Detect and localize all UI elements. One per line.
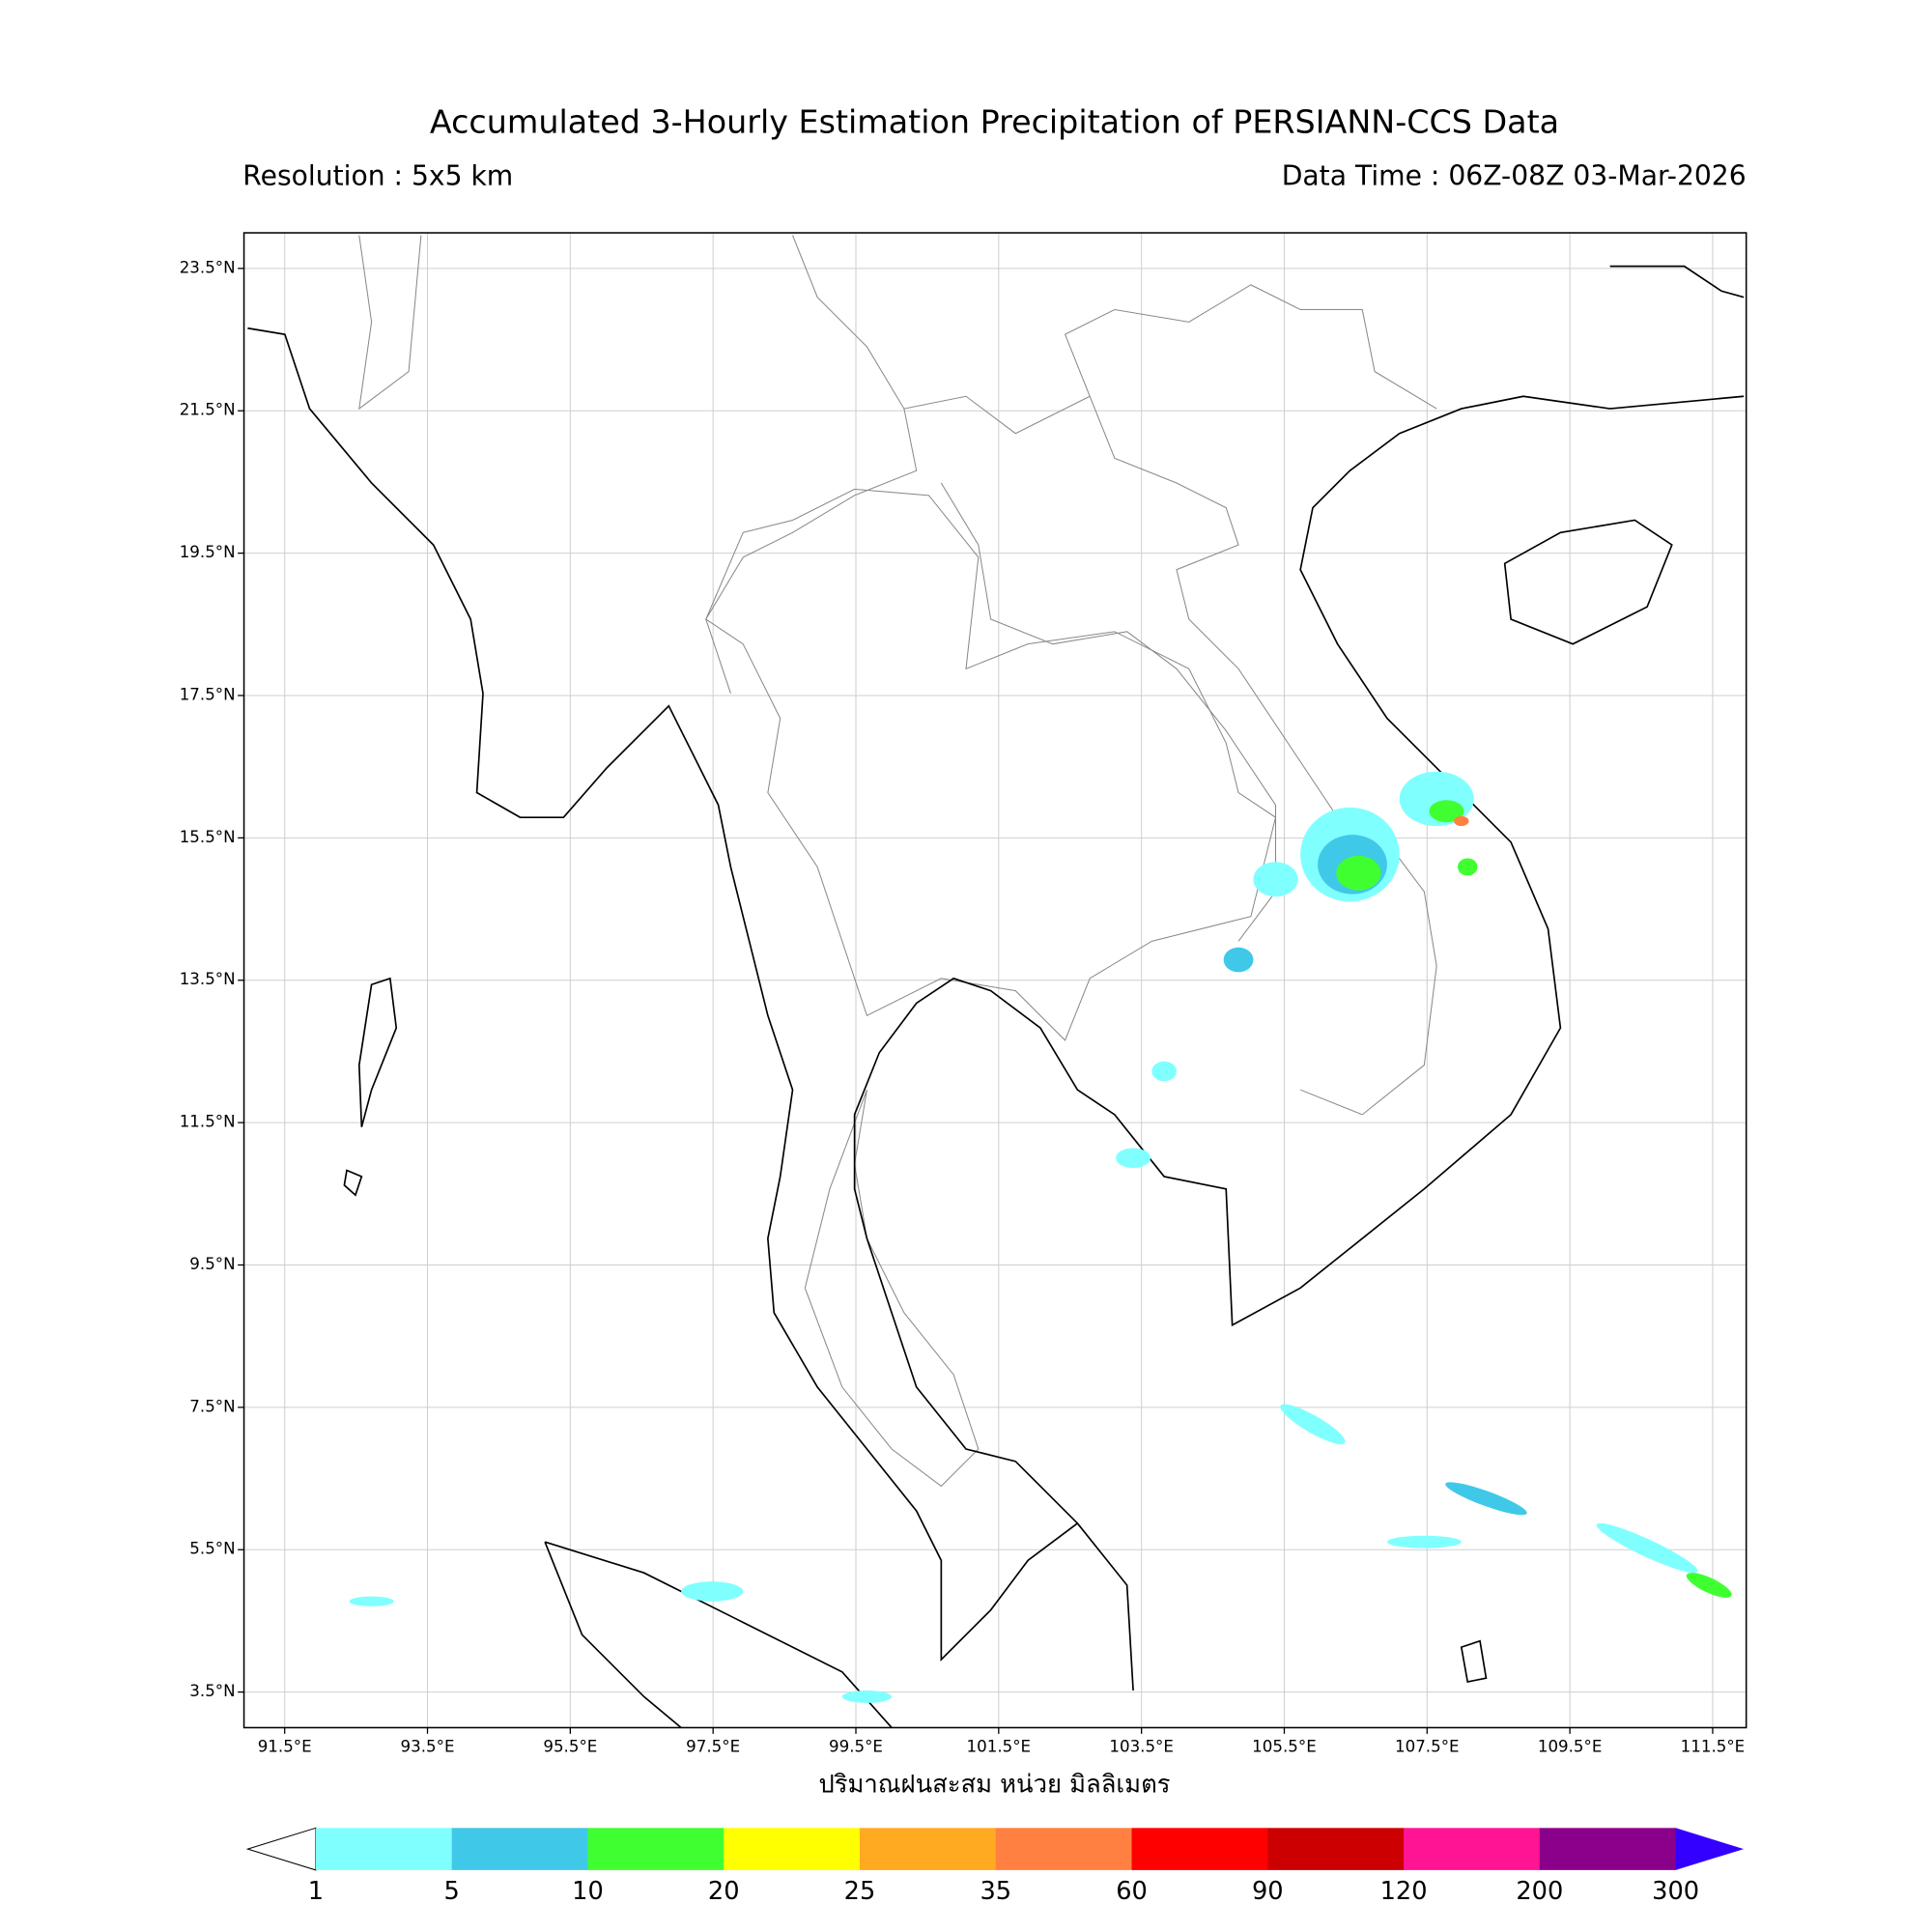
y-tick-label: 17.5°N [180, 685, 236, 703]
x-tick-label: 99.5°E [829, 1737, 883, 1755]
precip-area [1116, 1148, 1151, 1168]
precip-area [1596, 1522, 1698, 1574]
colorbar-segment [315, 1828, 453, 1870]
coastlines [247, 265, 1745, 1729]
x-tick-label: 93.5°E [401, 1737, 455, 1755]
colorbar-segment [859, 1828, 997, 1870]
data-time: Data Time : 06Z-08Z 03-Mar-2026 [1282, 159, 1747, 191]
precip-area [1429, 800, 1464, 823]
x-axis-label: ปริมาณฝนสะสม หน่วย มิลลิเมตร [818, 1771, 1170, 1800]
borders [358, 235, 1437, 1488]
colorbar-label: 120 [1380, 1877, 1428, 1906]
grid [243, 233, 1747, 1728]
x-tick-label: 105.5°E [1252, 1737, 1317, 1755]
colorbar-segment [1131, 1828, 1268, 1870]
y-tick-label: 7.5°N [189, 1397, 235, 1415]
colorbar-label: 90 [1252, 1877, 1284, 1906]
precip-area [681, 1581, 744, 1602]
resolution: Resolution : 5x5 km [242, 159, 513, 191]
colorbar: 1 5 10 20 25 35 60 90 120 200 300 [245, 1827, 1745, 1906]
y-tick-label: 19.5°N [180, 543, 236, 561]
precipitation [349, 771, 1732, 1703]
y-tick-label: 21.5°N [180, 401, 236, 419]
precip-area [349, 1596, 394, 1606]
precip-area [1151, 1061, 1177, 1082]
colorbar-segment [1539, 1828, 1677, 1870]
colorbar-label: 25 [844, 1877, 876, 1906]
colorbar-segment [1404, 1828, 1541, 1870]
x-tick-label: 101.5°E [967, 1737, 1032, 1755]
colorbar-over [1675, 1828, 1745, 1870]
y-tick-label: 13.5°N [180, 970, 236, 988]
colorbar-segment [451, 1828, 589, 1870]
x-tick-label: 107.5°E [1395, 1737, 1460, 1755]
colorbar-segment [587, 1828, 724, 1870]
x-tick-label: 91.5°E [258, 1737, 312, 1755]
y-tick-label: 11.5°N [180, 1113, 236, 1131]
colorbar-label: 1 [308, 1877, 324, 1906]
precip-area [1253, 862, 1298, 897]
x-tick-label: 95.5°E [543, 1737, 597, 1755]
precip-area [1686, 1573, 1732, 1598]
precip-area [1280, 1404, 1346, 1445]
colorbar-label: 200 [1516, 1877, 1563, 1906]
precip-area [841, 1690, 893, 1703]
colorbar-label: 20 [708, 1877, 740, 1906]
precip-area [1223, 947, 1254, 973]
colorbar-segment [724, 1828, 861, 1870]
colorbar-label: 35 [980, 1877, 1011, 1906]
precip-area [1457, 858, 1478, 876]
title: Accumulated 3-Hourly Estimation Precipit… [430, 103, 1559, 141]
colorbar-label: 5 [444, 1877, 460, 1906]
x-tick-label: 111.5°E [1681, 1737, 1746, 1755]
y-tick-label: 3.5°N [189, 1682, 235, 1700]
y-tick-label: 15.5°N [180, 828, 236, 846]
colorbar-segment [1267, 1828, 1405, 1870]
y-tick-label: 5.5°N [189, 1540, 235, 1558]
precip-area [1386, 1535, 1462, 1548]
colorbar-under [245, 1827, 317, 1871]
x-tick-label: 97.5°E [686, 1737, 740, 1755]
precip-area [1336, 855, 1381, 891]
colorbar-label: 300 [1652, 1877, 1699, 1906]
precip-area [1454, 815, 1469, 827]
x-tick-label: 109.5°E [1538, 1737, 1603, 1755]
figure-group: Accumulated 3-Hourly Estimation Precipit… [180, 103, 1747, 1906]
x-tick-label: 103.5°E [1109, 1737, 1174, 1755]
colorbar-label: 10 [572, 1877, 604, 1906]
y-tick-label: 23.5°N [180, 258, 236, 276]
y-tick-label: 9.5°N [189, 1255, 235, 1273]
colorbar-segment [995, 1828, 1133, 1870]
precip-area [1445, 1482, 1527, 1516]
colorbar-label: 60 [1116, 1877, 1148, 1906]
